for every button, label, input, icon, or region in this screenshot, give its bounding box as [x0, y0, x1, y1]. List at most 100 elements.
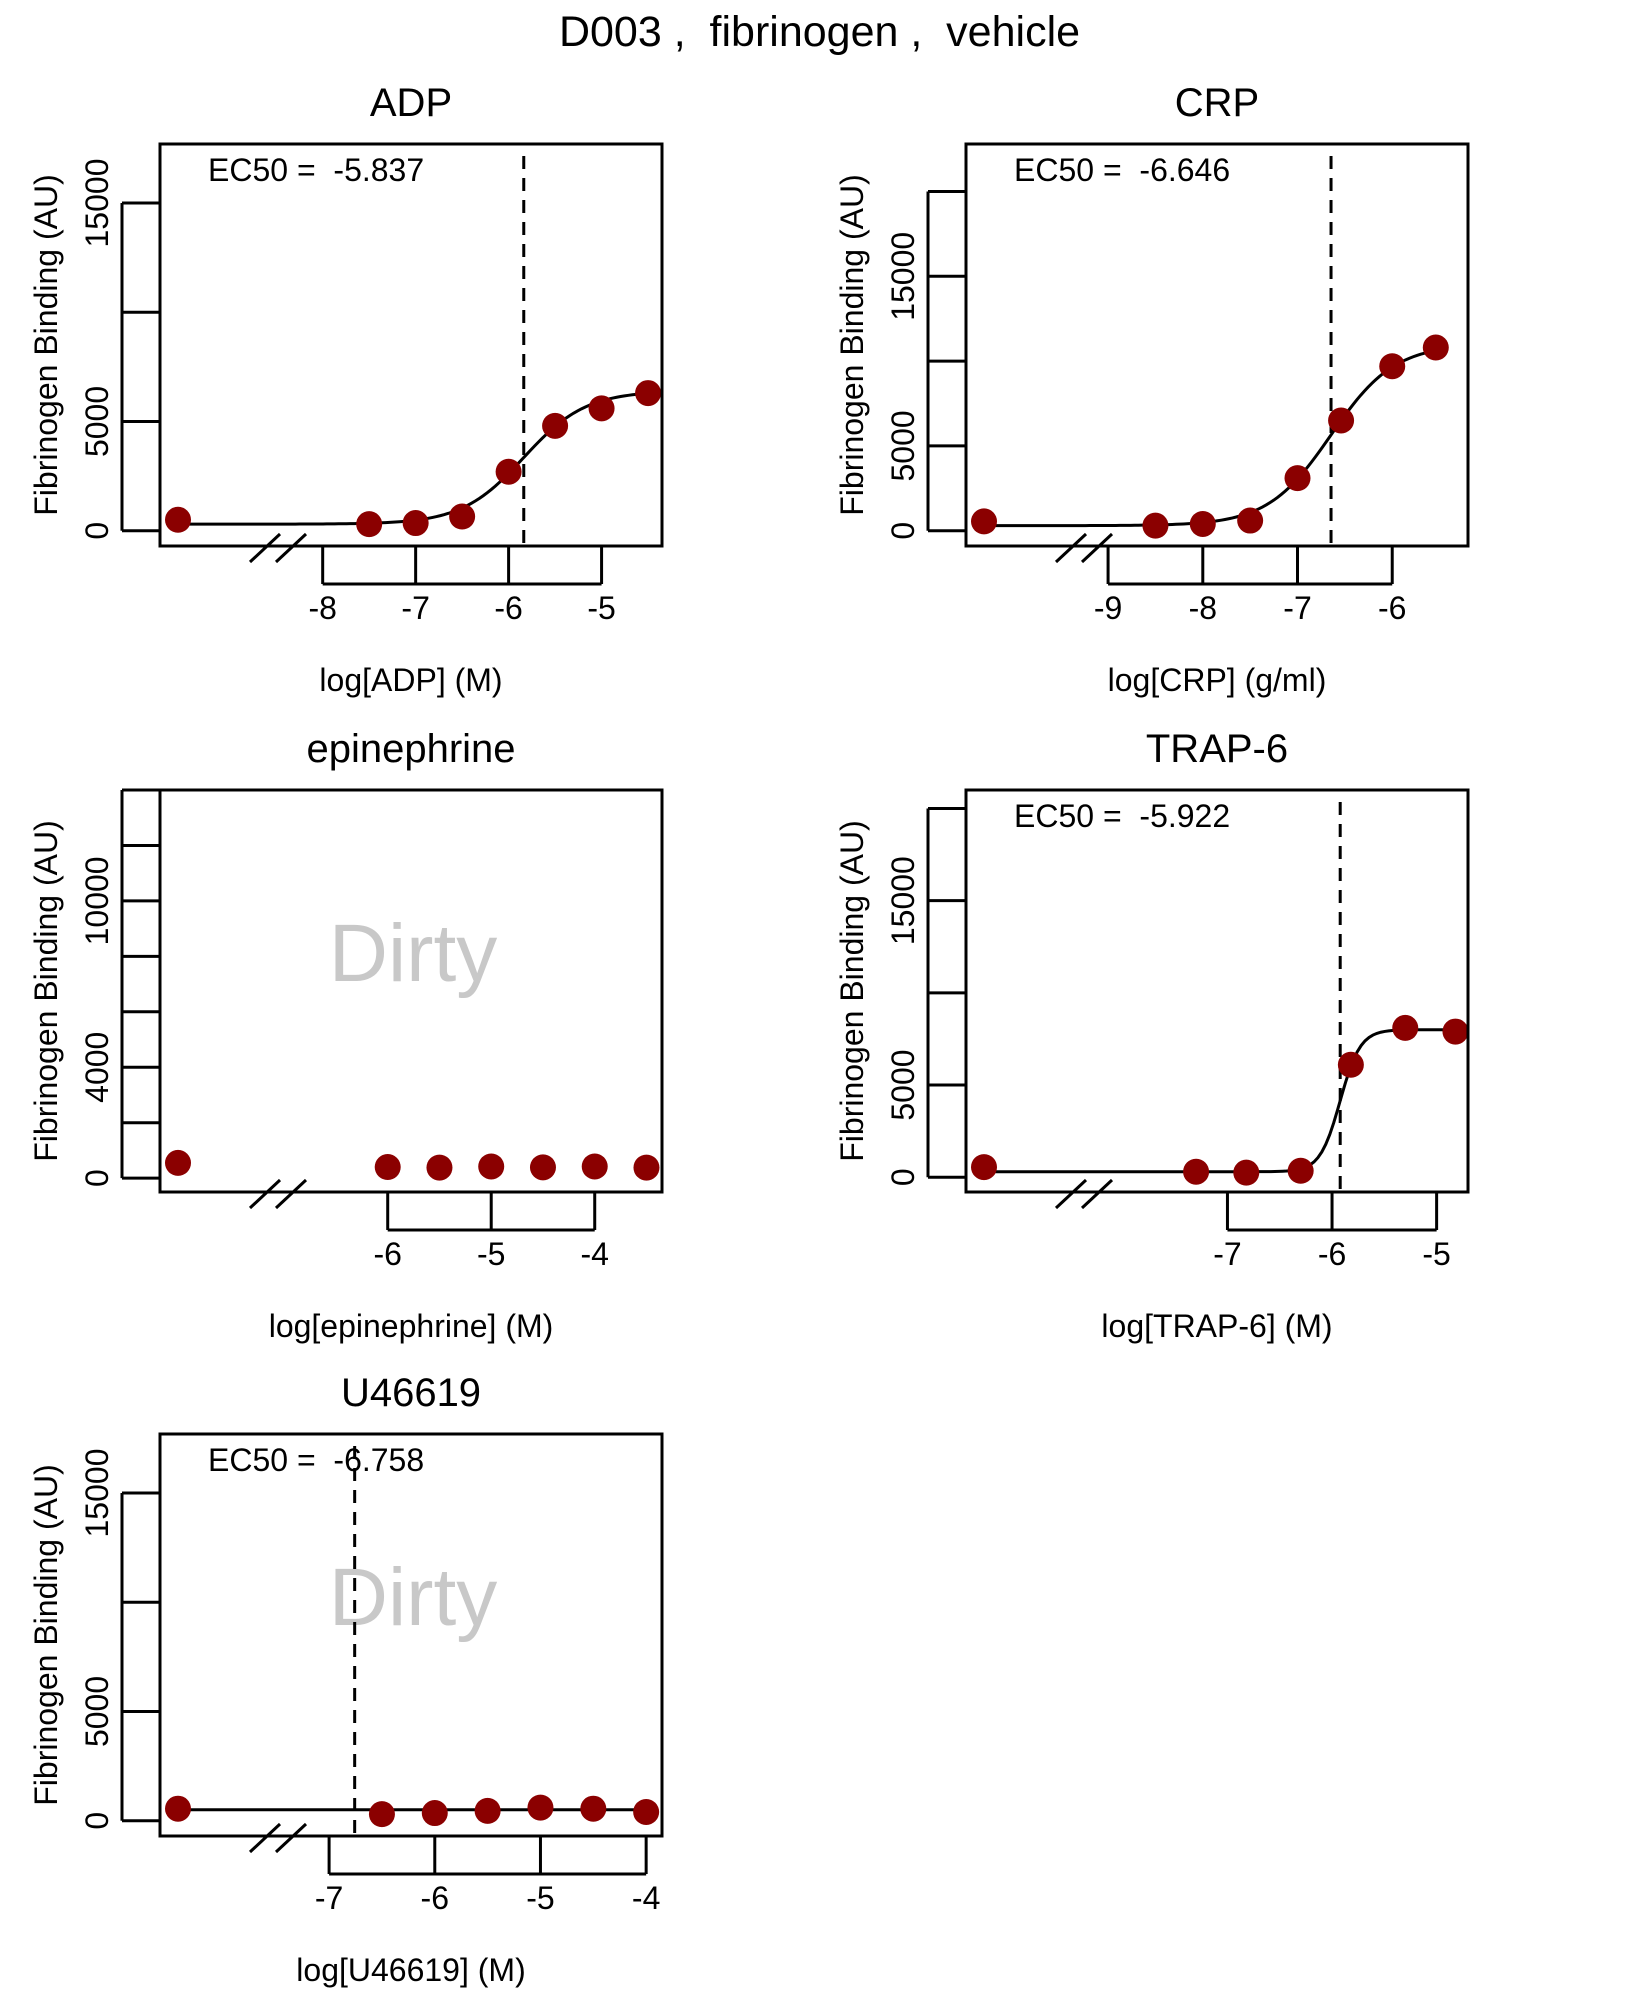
axis-break-mark	[274, 1178, 308, 1210]
panel-title: U46619	[341, 1371, 481, 1415]
data-point-vehicle	[165, 1149, 191, 1176]
y-tick-label: 5000	[79, 1676, 115, 1747]
x-tick-label: -4	[580, 1236, 608, 1272]
y-axis-label: Fibrinogen Binding (AU)	[834, 820, 870, 1162]
data-point-4	[527, 1794, 554, 1821]
data-point-vehicle	[971, 508, 997, 535]
x-tick-label: -7	[401, 590, 429, 626]
plot-frame	[158, 142, 664, 548]
y-tick-label: 5000	[79, 386, 115, 457]
data-point-vehicle	[971, 1154, 997, 1181]
dirty-watermark: Dirty	[329, 908, 498, 999]
x-tick-label: -7	[1283, 590, 1311, 626]
data-point-6	[633, 1798, 660, 1825]
axis-break-mark	[1080, 532, 1114, 564]
x-tick-label: -6	[1378, 590, 1406, 626]
plot-frame	[158, 788, 664, 1194]
chart-panel-3: epinephrine Dirty 0 4000 10000 Fibrinogen Bin…	[28, 727, 664, 1344]
data-point-6	[588, 395, 615, 422]
data-point-2	[421, 1800, 448, 1827]
x-axis-label: log[TRAP-6] (M)	[1101, 1308, 1332, 1344]
axis-break-mark	[1080, 1178, 1114, 1210]
data-point-2	[1189, 510, 1216, 537]
fit-curve	[984, 1028, 1456, 1174]
x-axis-label: log[U46619] (M)	[296, 1952, 525, 1988]
axis-break-mark	[248, 532, 282, 564]
ec50-label: EC50 = -6.758	[208, 1442, 424, 1478]
chart-panel-1: ADP EC50 = -5.837 0 5000 15000 Fibrinogen Bin…	[28, 81, 664, 698]
data-point-2	[1233, 1159, 1260, 1186]
data-point-vehicle	[165, 1795, 191, 1822]
y-tick-label: 15000	[79, 1448, 115, 1537]
data-point-4	[529, 1154, 556, 1181]
data-point-7	[635, 380, 662, 407]
x-tick-label: -5	[587, 590, 615, 626]
axis-break-mark	[1054, 532, 1088, 564]
ec50-label: EC50 = -6.646	[1014, 152, 1230, 188]
y-tick-label: 5000	[885, 410, 921, 481]
chart-panel-5: U46619 Dirty EC50 = -6.758 0 5000 15000 Fibrin…	[28, 1371, 664, 1988]
data-point-4	[495, 458, 522, 485]
y-tick-label: 15000	[885, 232, 921, 321]
data-point-6	[1379, 353, 1406, 380]
data-point-1	[368, 1801, 395, 1828]
data-point-5	[1328, 407, 1355, 434]
x-tick-label: -6	[1318, 1236, 1346, 1272]
y-tick-label: 15000	[79, 158, 115, 247]
panel-title: CRP	[1175, 81, 1259, 125]
panel-title: TRAP-6	[1146, 727, 1288, 771]
plot-frame	[964, 142, 1470, 548]
fit-curve	[984, 349, 1437, 528]
plot-frame	[158, 1432, 664, 1838]
plot-frame	[964, 788, 1470, 1194]
data-point-2	[402, 510, 429, 537]
x-tick-label: -9	[1094, 590, 1122, 626]
chart-panel-4: TRAP-6 EC50 = -5.922 0 5000 15000 Fibrinogen …	[834, 727, 1470, 1344]
x-tick-label: -8	[1189, 590, 1217, 626]
x-tick-label: -7	[1213, 1236, 1241, 1272]
x-tick-label: -5	[1422, 1236, 1450, 1272]
x-axis-label: log[epinephrine] (M)	[269, 1308, 554, 1344]
x-tick-label: -6	[373, 1236, 401, 1272]
x-tick-label: -7	[315, 1880, 343, 1916]
x-axis-label: log[ADP] (M)	[319, 662, 502, 698]
x-tick-label: -8	[308, 590, 336, 626]
y-axis-label: Fibrinogen Binding (AU)	[28, 820, 64, 1162]
y-axis-label: Fibrinogen Binding (AU)	[28, 1464, 64, 1806]
chart-panel-2: CRP EC50 = -6.646 0 5000 15000 Fibrinogen Bin…	[834, 81, 1470, 698]
y-tick-label: 0	[79, 522, 115, 540]
axis-break-mark	[274, 532, 308, 564]
data-point-1	[1183, 1158, 1210, 1185]
data-point-3	[474, 1797, 501, 1824]
axis-break-mark	[248, 1178, 282, 1210]
y-tick-label: 15000	[885, 856, 921, 945]
data-point-3	[478, 1153, 505, 1180]
axis-break-mark	[1054, 1178, 1088, 1210]
figure-title: D003 , fibrinogen , vehicle	[558, 8, 1081, 56]
y-tick-label: 0	[79, 1169, 115, 1187]
data-point-3	[1237, 507, 1264, 534]
panel-title: epinephrine	[306, 727, 515, 771]
data-point-3	[1287, 1157, 1314, 1184]
data-point-1	[356, 511, 383, 538]
data-point-3	[449, 503, 476, 530]
ec50-label: EC50 = -5.837	[208, 152, 424, 188]
x-tick-label: -5	[477, 1236, 505, 1272]
axis-break-mark	[248, 1822, 282, 1854]
x-axis-label: log[CRP] (g/ml)	[1108, 662, 1327, 698]
y-tick-label: 0	[79, 1812, 115, 1830]
y-tick-label: 0	[885, 522, 921, 540]
x-tick-label: -4	[632, 1880, 660, 1916]
ec50-label: EC50 = -5.922	[1014, 798, 1230, 834]
y-axis-label: Fibrinogen Binding (AU)	[834, 174, 870, 516]
y-axis-label: Fibrinogen Binding (AU)	[28, 174, 64, 516]
dirty-watermark: Dirty	[329, 1552, 498, 1643]
data-point-1	[1142, 512, 1169, 539]
panel-title: ADP	[370, 81, 452, 125]
y-tick-label: 0	[885, 1168, 921, 1186]
x-tick-label: -6	[494, 590, 522, 626]
data-point-2	[426, 1154, 453, 1181]
y-tick-label: 10000	[79, 856, 115, 945]
data-point-4	[1337, 1051, 1364, 1078]
